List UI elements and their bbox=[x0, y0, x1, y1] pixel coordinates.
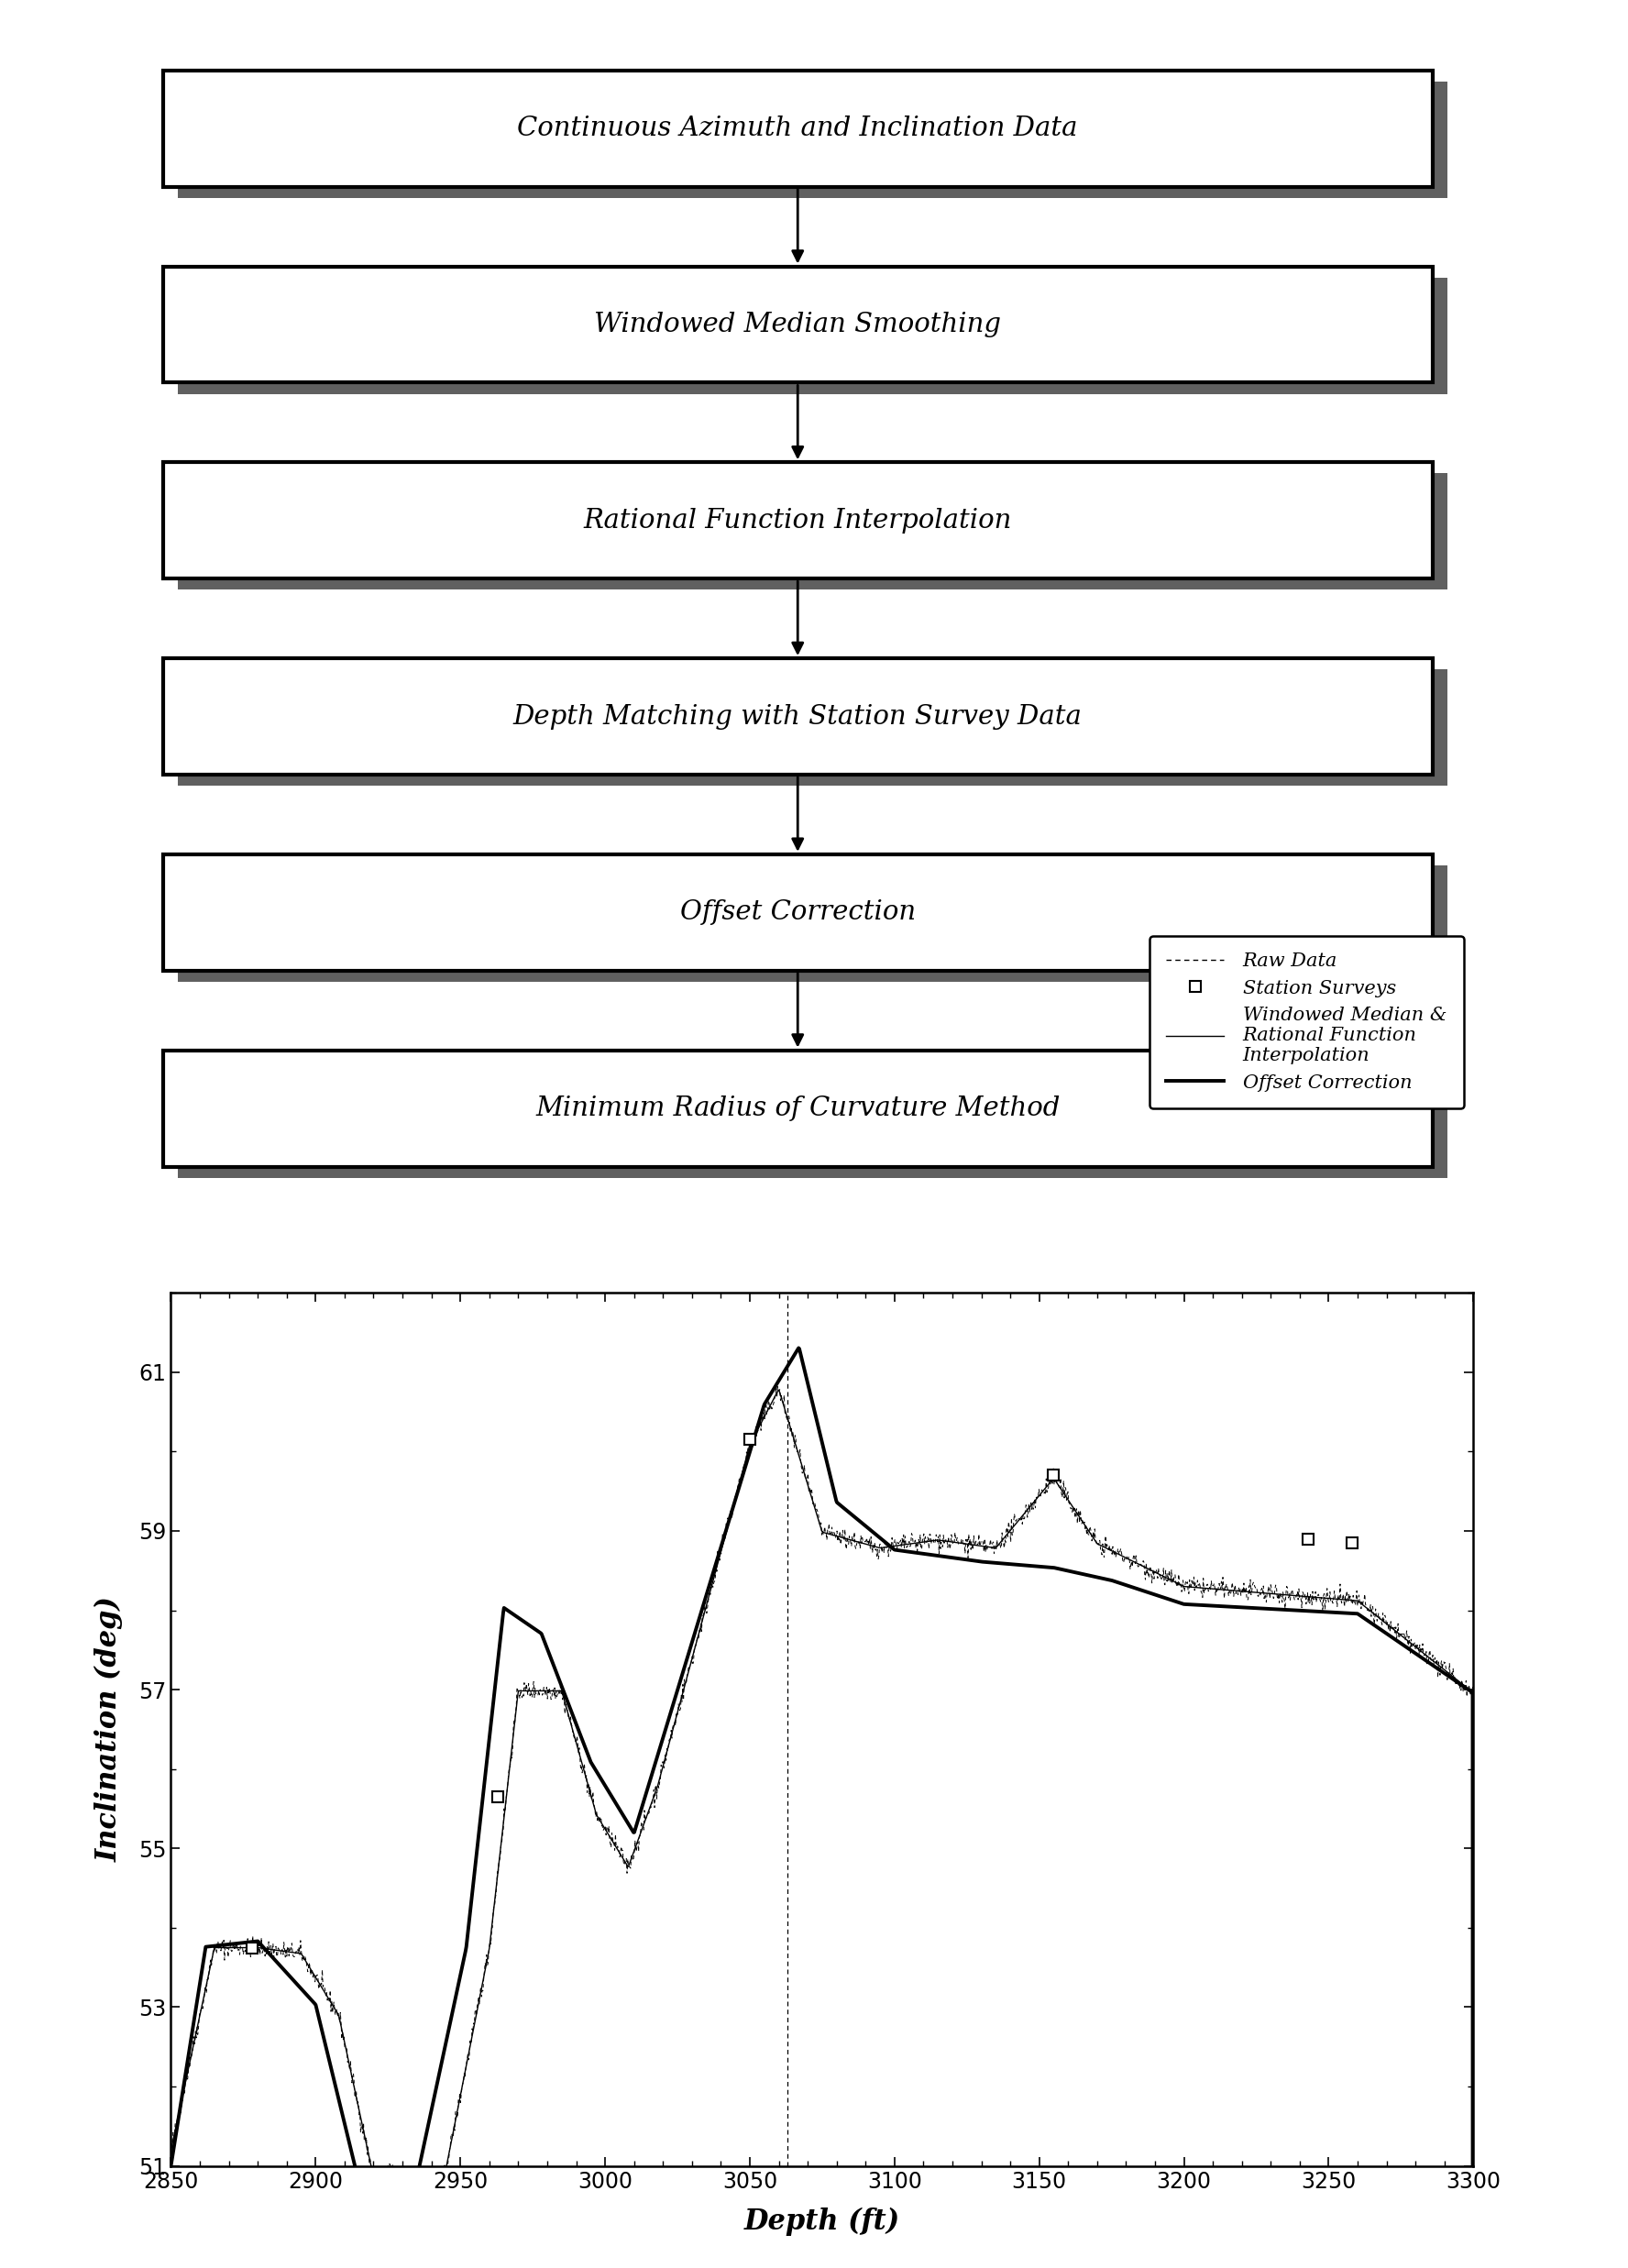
Text: Continuous Azimuth and Inclination Data: Continuous Azimuth and Inclination Data bbox=[518, 116, 1078, 141]
FancyBboxPatch shape bbox=[163, 658, 1433, 776]
Text: Rational Function Interpolation: Rational Function Interpolation bbox=[583, 508, 1013, 533]
Y-axis label: Inclination (deg): Inclination (deg) bbox=[94, 1597, 124, 1862]
Text: Minimum Radius of Curvature Method: Minimum Radius of Curvature Method bbox=[536, 1095, 1060, 1120]
FancyBboxPatch shape bbox=[163, 70, 1433, 186]
Text: Windowed Median Smoothing: Windowed Median Smoothing bbox=[594, 311, 1001, 338]
FancyBboxPatch shape bbox=[177, 474, 1447, 590]
FancyBboxPatch shape bbox=[163, 855, 1433, 971]
FancyBboxPatch shape bbox=[177, 277, 1447, 395]
Text: Offset Correction: Offset Correction bbox=[681, 900, 915, 925]
Text: Depth Matching with Station Survey Data: Depth Matching with Station Survey Data bbox=[513, 703, 1083, 730]
FancyBboxPatch shape bbox=[163, 1050, 1433, 1166]
FancyBboxPatch shape bbox=[177, 669, 1447, 785]
FancyBboxPatch shape bbox=[163, 265, 1433, 383]
FancyBboxPatch shape bbox=[163, 463, 1433, 578]
FancyBboxPatch shape bbox=[177, 82, 1447, 197]
FancyBboxPatch shape bbox=[177, 1061, 1447, 1177]
FancyBboxPatch shape bbox=[177, 866, 1447, 982]
X-axis label: Depth (ft): Depth (ft) bbox=[744, 2207, 900, 2236]
Legend: Raw Data, Station Surveys, Windowed Median &
Rational Function
Interpolation, Of: Raw Data, Station Surveys, Windowed Medi… bbox=[1149, 937, 1464, 1109]
